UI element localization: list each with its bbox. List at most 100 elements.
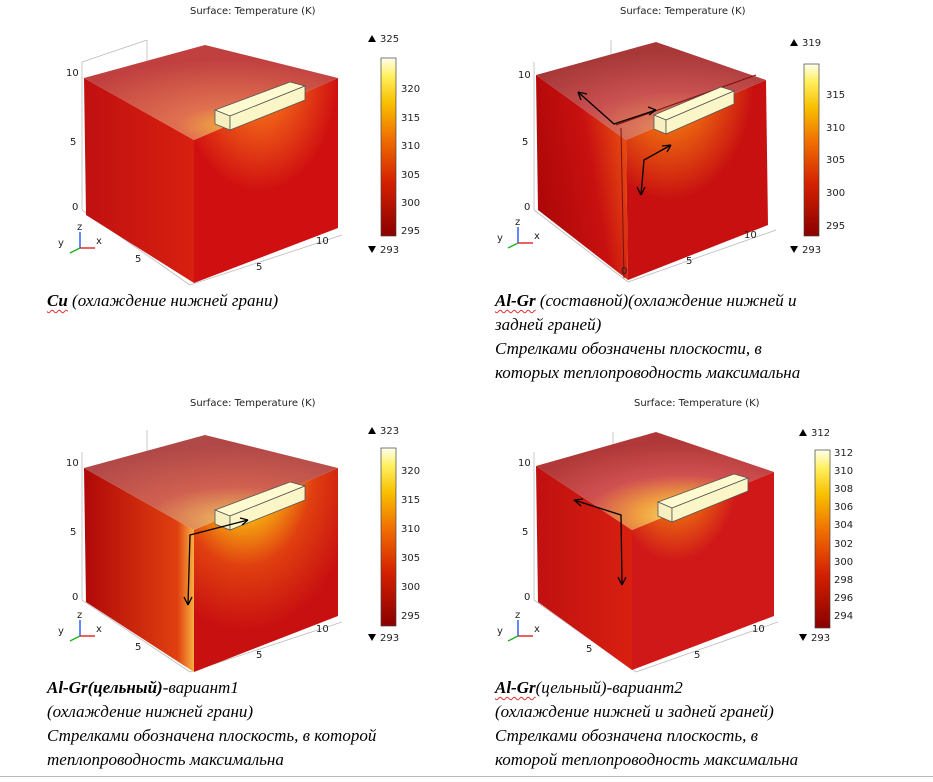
svg-text:5: 5 xyxy=(522,527,528,538)
svg-text:10: 10 xyxy=(316,236,329,247)
svg-text:y: y xyxy=(497,626,503,637)
caption-algr-composite: Al-Gr (составной)(охлаждение нижней и за… xyxy=(495,291,801,382)
svg-text:z: z xyxy=(77,222,82,233)
arrow-icon xyxy=(573,498,627,586)
svg-text:315: 315 xyxy=(401,495,420,506)
colorbar xyxy=(380,447,397,627)
svg-text:5: 5 xyxy=(686,256,692,267)
svg-text:305: 305 xyxy=(826,155,845,166)
svg-text:323: 323 xyxy=(380,426,399,437)
colorbar xyxy=(380,57,397,237)
cube-top-face xyxy=(536,432,774,530)
axis-triad: z x y xyxy=(58,222,102,254)
plot-title: Surface: Temperature (K) xyxy=(620,6,746,17)
svg-text:305: 305 xyxy=(401,553,420,564)
plot-title: Surface: Temperature (K) xyxy=(190,398,316,409)
up-triangle-icon xyxy=(799,429,807,436)
plot-panel-algr-composite: Surface: Temperature (K) xyxy=(466,0,933,390)
svg-text:320: 320 xyxy=(401,84,420,95)
axis-triad: z x y xyxy=(58,610,102,642)
svg-text:x: x xyxy=(96,624,102,635)
colorbar xyxy=(803,63,820,237)
svg-text:5: 5 xyxy=(70,137,76,148)
svg-text:295: 295 xyxy=(401,611,420,622)
svg-text:5: 5 xyxy=(70,527,76,538)
svg-text:10: 10 xyxy=(744,230,757,241)
plot-panel-algr-solid-v2: Surface: Temperature (K) 10 5 0 10 5 xyxy=(466,390,933,782)
svg-text:315: 315 xyxy=(826,90,845,101)
plot-title: Surface: Temperature (K) xyxy=(190,6,316,17)
cube-top-face xyxy=(536,42,766,140)
plot-title: Surface: Temperature (K) xyxy=(634,398,760,409)
up-triangle-icon xyxy=(790,39,798,46)
svg-text:z: z xyxy=(77,610,82,621)
plot-panel-algr-solid-v1: Surface: Temperature (K) 10 5 0 10 5 xyxy=(0,390,466,782)
svg-text:y: y xyxy=(58,238,64,249)
caption-algr-solid-v1: Al-Gr(цельный)-вариант1 (охлаждение нижн… xyxy=(47,678,377,769)
up-triangle-icon xyxy=(368,427,376,434)
svg-text:295: 295 xyxy=(401,226,420,237)
svg-text:319: 319 xyxy=(802,38,821,49)
svg-text:5: 5 xyxy=(135,642,141,653)
cube-plot-algr-solid-v1: 10 5 0 10 5 5 z x y 323 320 315 310 305 … xyxy=(58,426,420,673)
svg-text:0: 0 xyxy=(524,592,530,603)
svg-text:300: 300 xyxy=(401,582,420,593)
svg-text:312: 312 xyxy=(811,428,830,439)
svg-text:310: 310 xyxy=(834,466,853,477)
svg-text:312: 312 xyxy=(834,448,853,459)
svg-text:10: 10 xyxy=(66,458,79,469)
axis-triad: z x y xyxy=(497,217,540,249)
svg-text:5: 5 xyxy=(694,650,700,661)
cube-plot-algr-composite: 10 5 0 10 5 0 z x y 319 315 310 305 300 … xyxy=(497,38,845,283)
svg-text:5: 5 xyxy=(522,137,528,148)
caption-algr-solid-v2: Al-Gr(цельный)-вариант2 (охлаждение нижн… xyxy=(495,678,799,769)
svg-text:320: 320 xyxy=(401,466,420,477)
svg-text:10: 10 xyxy=(518,70,531,81)
arrow-icon xyxy=(577,91,672,196)
svg-text:315: 315 xyxy=(401,113,420,124)
up-triangle-icon xyxy=(368,35,376,42)
svg-text:325: 325 xyxy=(380,34,399,45)
svg-text:293: 293 xyxy=(380,633,399,644)
svg-text:10: 10 xyxy=(316,624,329,635)
svg-text:300: 300 xyxy=(826,188,845,199)
axis-triad: z x y xyxy=(497,610,540,642)
svg-text:294: 294 xyxy=(834,611,853,622)
svg-text:304: 304 xyxy=(834,520,853,531)
svg-text:10: 10 xyxy=(518,458,531,469)
svg-text:10: 10 xyxy=(752,624,765,635)
svg-text:5: 5 xyxy=(256,262,262,273)
svg-text:310: 310 xyxy=(401,524,420,535)
cube-front-face xyxy=(632,472,774,670)
svg-text:0: 0 xyxy=(621,266,627,277)
svg-text:308: 308 xyxy=(834,484,853,495)
svg-text:10: 10 xyxy=(66,68,79,79)
svg-text:305: 305 xyxy=(401,170,420,181)
svg-text:310: 310 xyxy=(826,123,845,134)
colorbar xyxy=(814,449,831,629)
cube-top-face xyxy=(84,45,338,140)
down-triangle-icon xyxy=(790,246,798,253)
svg-text:293: 293 xyxy=(802,245,821,256)
svg-text:y: y xyxy=(497,233,503,244)
down-triangle-icon xyxy=(799,634,807,641)
svg-text:x: x xyxy=(534,231,540,242)
svg-text:300: 300 xyxy=(401,198,420,209)
svg-text:298: 298 xyxy=(834,575,853,586)
caption-cu: Cu (охлаждение нижней грани) xyxy=(47,291,279,310)
svg-text:5: 5 xyxy=(586,644,592,655)
svg-text:310: 310 xyxy=(401,141,420,152)
svg-text:295: 295 xyxy=(826,221,845,232)
plot-panel-cu: Surface: Temperature (K) 10 5 0 10 5 5 xyxy=(0,0,466,390)
page-divider xyxy=(0,776,933,777)
cube-left-face xyxy=(84,468,194,672)
svg-text:z: z xyxy=(515,217,520,228)
cube-left-face xyxy=(536,75,628,280)
arrow-icon xyxy=(183,517,249,606)
svg-text:0: 0 xyxy=(72,592,78,603)
svg-text:0: 0 xyxy=(524,202,530,213)
svg-text:5: 5 xyxy=(256,650,262,661)
svg-text:293: 293 xyxy=(380,245,399,256)
svg-text:x: x xyxy=(534,624,540,635)
svg-text:300: 300 xyxy=(834,557,853,568)
